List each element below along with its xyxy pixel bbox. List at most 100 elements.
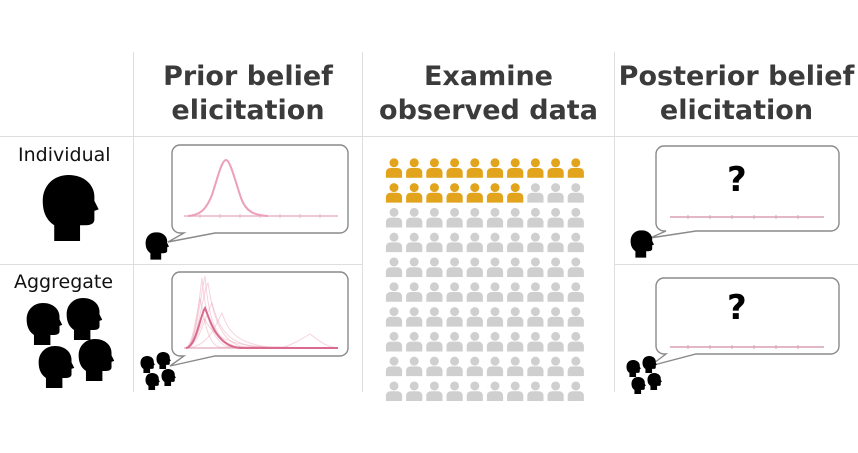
individual-head-icon — [40, 175, 100, 241]
person-icon — [467, 183, 483, 203]
person-icon — [487, 208, 503, 228]
person-icon — [568, 257, 584, 277]
grid-line — [614, 52, 615, 392]
person-icon — [447, 233, 463, 253]
prior-aggregate-bubble — [169, 271, 349, 367]
person-icon — [426, 357, 442, 377]
person-icon — [467, 257, 483, 277]
prior-individual-bubble — [167, 144, 349, 243]
person-icon — [548, 381, 564, 401]
person-icon — [406, 282, 422, 302]
posterior-aggregate-question-mark: ? — [727, 288, 747, 328]
person-icon — [548, 282, 564, 302]
person-icon — [568, 381, 584, 401]
person-icon — [568, 233, 584, 253]
person-icon — [467, 158, 483, 178]
person-icon — [406, 183, 422, 203]
person-icon — [386, 307, 402, 327]
prior-individual-head-icon — [145, 232, 169, 260]
person-icon — [527, 357, 543, 377]
person-icon — [406, 233, 422, 253]
person-icon — [568, 183, 584, 203]
grid-line — [614, 264, 858, 265]
posterior-aggregate-head-icon — [631, 377, 646, 394]
person-icon — [487, 233, 503, 253]
grid-line — [0, 264, 362, 265]
posterior-aggregate-head-icon — [647, 373, 662, 390]
person-icon — [406, 381, 422, 401]
posterior-individual-bubble — [649, 145, 840, 239]
title-line: Posterior belief — [618, 61, 855, 92]
person-icon — [426, 381, 442, 401]
person-icon — [548, 183, 564, 203]
row-label-aggregate: Aggregate — [14, 271, 114, 293]
aggregate-head-icon — [77, 339, 115, 381]
person-icon — [386, 282, 402, 302]
person-icon — [568, 307, 584, 327]
person-icon — [447, 357, 463, 377]
aggregate-head-icon — [37, 346, 75, 388]
grid-line — [133, 52, 134, 392]
prior-aggregate-head-icon — [140, 356, 155, 373]
person-icon — [507, 332, 523, 352]
person-icon — [507, 307, 523, 327]
person-icon — [548, 307, 564, 327]
person-icon — [487, 357, 503, 377]
person-icon — [548, 332, 564, 352]
title-line: elicitation — [171, 95, 325, 126]
person-icon — [426, 183, 442, 203]
person-icon — [447, 257, 463, 277]
person-icon — [507, 257, 523, 277]
person-icon — [548, 233, 564, 253]
person-icon — [487, 381, 503, 401]
column-title-data: Examine observed data — [363, 60, 614, 128]
person-icon — [386, 233, 402, 253]
person-icon — [447, 332, 463, 352]
person-icon — [507, 381, 523, 401]
posterior-aggregate-head-icon — [642, 356, 657, 373]
person-icon — [447, 158, 463, 178]
person-icon — [386, 332, 402, 352]
person-icon — [548, 208, 564, 228]
person-icon — [568, 357, 584, 377]
person-icon — [447, 307, 463, 327]
person-icon — [467, 307, 483, 327]
person-icon — [447, 183, 463, 203]
person-icon — [426, 257, 442, 277]
person-icon — [527, 158, 543, 178]
person-icon — [527, 381, 543, 401]
person-icon — [447, 381, 463, 401]
person-icon — [527, 307, 543, 327]
person-icon — [568, 282, 584, 302]
person-icon — [447, 208, 463, 228]
person-icon — [507, 158, 523, 178]
person-icon — [527, 233, 543, 253]
person-icon — [487, 183, 503, 203]
person-icon — [527, 282, 543, 302]
person-icon — [426, 307, 442, 327]
person-icon — [487, 158, 503, 178]
person-icon — [386, 257, 402, 277]
person-icon — [386, 357, 402, 377]
grid-line — [0, 136, 858, 137]
title-line: Prior belief — [163, 61, 333, 92]
person-icon — [487, 307, 503, 327]
person-icon — [487, 282, 503, 302]
person-icon — [406, 158, 422, 178]
person-icon — [406, 257, 422, 277]
posterior-aggregate-head-icon — [626, 360, 641, 377]
person-icon — [406, 357, 422, 377]
person-icon — [467, 208, 483, 228]
title-line: elicitation — [659, 95, 814, 126]
posterior-aggregate-bubble — [649, 277, 840, 367]
title-line: Examine — [423, 61, 553, 92]
person-icon — [426, 158, 442, 178]
person-icon — [527, 183, 543, 203]
person-icon — [568, 158, 584, 178]
person-icon — [507, 357, 523, 377]
aggregate-head-icon — [65, 298, 103, 340]
grid-line — [362, 52, 363, 392]
person-icon — [467, 233, 483, 253]
posterior-individual-question-mark: ? — [727, 160, 747, 200]
person-icon — [447, 282, 463, 302]
